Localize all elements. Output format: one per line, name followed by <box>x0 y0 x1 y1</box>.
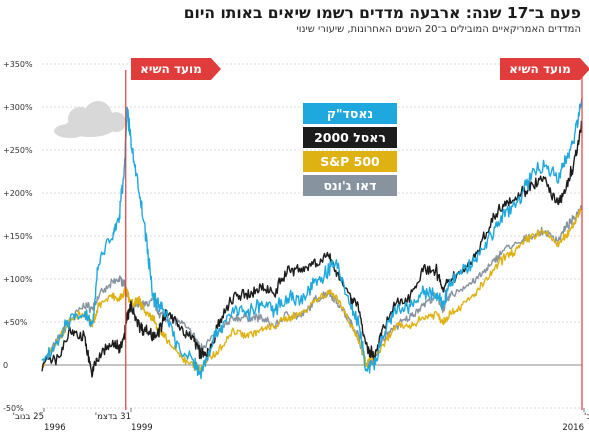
y-tick-label: +100% <box>3 275 33 284</box>
x-date-label: 25 בנוב' <box>13 412 44 422</box>
y-tick-label: +350% <box>3 60 33 69</box>
x-date-year: 1999 <box>131 423 153 433</box>
peak-flag-label: מועד השיא <box>509 62 571 76</box>
legend-item-nasdaq: נאסד"ק <box>303 103 397 124</box>
y-tick-label: +250% <box>3 146 33 155</box>
peak-flag <box>500 58 589 80</box>
x-date-year: 1996 <box>44 423 66 433</box>
chart-subtitle: המדדים האמריקאיים המובילים ב־20 השנים הא… <box>296 24 581 35</box>
legend: נאסד"ק ראסל 2000 S&P 500 דאו ג'ונס <box>303 103 397 199</box>
cloud-icon <box>54 101 126 138</box>
peak-flag-label: מועד השיא <box>140 62 202 76</box>
y-tick-label: 0 <box>3 361 8 370</box>
y-tick-label: +200% <box>3 189 33 198</box>
peak-flag <box>131 58 221 80</box>
legend-item-russell: ראסל 2000 <box>303 127 397 148</box>
legend-item-sp500: S&P 500 <box>303 151 397 172</box>
y-tick-label: +300% <box>3 103 33 112</box>
y-tick-label: +150% <box>3 232 33 241</box>
chart-title: פעם ב־17 שנה: ארבעה מדדים רשמו שיאים באו… <box>183 4 581 22</box>
x-date-year: 2016 <box>562 423 584 433</box>
y-tick-label: +50% <box>3 318 28 327</box>
legend-item-dow: דאו ג'ונס <box>303 175 397 196</box>
x-date-label: 22 בנוב' <box>584 412 589 422</box>
y-tick-label: -50% <box>3 404 24 413</box>
x-date-label: 31 בדצמ' <box>95 412 131 422</box>
